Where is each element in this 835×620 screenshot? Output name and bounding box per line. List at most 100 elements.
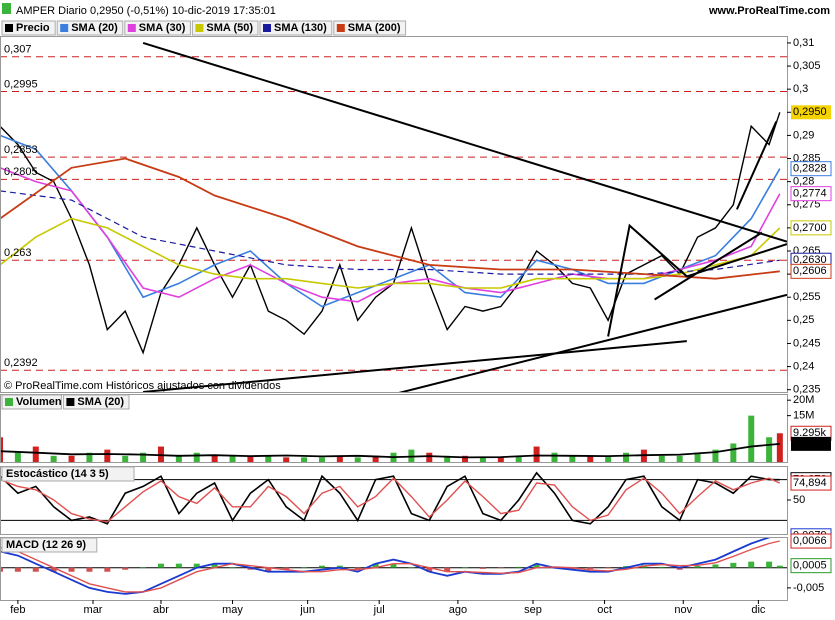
bar — [283, 457, 290, 462]
bar — [676, 567, 683, 570]
bar — [676, 455, 683, 462]
bar — [229, 455, 236, 462]
last-value-label: 0,2630 — [793, 254, 827, 266]
last-value-label: 0,2606 — [793, 265, 827, 277]
bar — [247, 455, 254, 462]
bar — [0, 567, 3, 572]
legend-box — [124, 20, 191, 36]
bar — [658, 566, 665, 568]
bar — [354, 567, 361, 570]
x-tick-label: ago — [449, 604, 467, 616]
legend-label: MACD (12 26 9) — [6, 539, 86, 551]
bar — [265, 455, 272, 462]
series-line — [0, 217, 781, 289]
x-tick-label: sep — [524, 604, 542, 616]
legend-label: Precio — [16, 22, 50, 34]
bar — [587, 567, 594, 570]
panel-frame — [0, 537, 788, 601]
y-tick-label: 15M — [793, 410, 814, 422]
series-line — [0, 157, 780, 280]
last-value-box — [791, 105, 831, 120]
bar — [694, 566, 701, 568]
bar — [140, 452, 147, 462]
bar — [32, 446, 39, 462]
bar — [497, 567, 504, 569]
panel — [0, 41, 787, 392]
y-tick-label: 0,255 — [793, 291, 821, 303]
legend-swatch — [336, 24, 345, 32]
legend-swatch — [263, 24, 271, 32]
last-value-box — [790, 186, 832, 202]
last-value-label: 0,0005 — [793, 560, 827, 572]
bar — [265, 567, 272, 572]
bar — [301, 457, 308, 462]
bar — [247, 567, 254, 570]
trendline — [142, 41, 787, 243]
x-tick-label: jun — [299, 604, 315, 616]
y-tick-label: 0,305 — [793, 60, 821, 72]
series-line — [0, 540, 780, 593]
last-value-box — [790, 558, 832, 574]
series-line — [0, 537, 778, 595]
series-line — [0, 134, 781, 308]
bar — [766, 437, 773, 462]
bar — [515, 455, 522, 462]
last-value-box — [790, 220, 832, 236]
legend-label: SMA (130) — [274, 22, 327, 34]
series-line — [0, 471, 780, 525]
level-label: 0,2392 — [4, 357, 38, 369]
bar — [569, 567, 576, 570]
bar — [372, 563, 379, 568]
y-tick-label: 0,31 — [793, 37, 814, 49]
bar — [104, 567, 111, 572]
bar — [104, 449, 111, 462]
bar — [497, 457, 504, 462]
level-label: 0,2995 — [4, 78, 38, 90]
legend-box — [1, 466, 135, 482]
y-tick-label: 0,275 — [793, 199, 821, 211]
legend-swatch — [5, 24, 13, 32]
y-tick-label: -0,005 — [793, 582, 824, 594]
bar — [390, 563, 397, 568]
bar — [86, 452, 93, 462]
bar — [50, 567, 57, 572]
bar — [462, 567, 469, 569]
y-tick-label: 0,3 — [793, 83, 808, 95]
bar — [211, 563, 218, 568]
bar — [776, 565, 783, 568]
last-value-label: 0,2774 — [793, 188, 827, 200]
bar — [408, 567, 415, 569]
bar — [68, 455, 75, 462]
last-value-box — [790, 533, 832, 549]
legend-label: SMA (50) — [206, 22, 253, 34]
bar — [211, 455, 218, 462]
bar — [157, 446, 164, 462]
last-value-label: 9.295k — [793, 427, 827, 439]
y-tick-label: 0,265 — [793, 245, 821, 257]
bar — [748, 415, 755, 462]
trendline — [398, 293, 787, 392]
last-value-label: 0,2700 — [793, 222, 827, 234]
y-tick-label: 0,25 — [793, 314, 814, 326]
bar — [140, 567, 147, 569]
legend-box — [259, 20, 333, 36]
series-line — [0, 477, 781, 523]
panel-frame — [0, 394, 788, 463]
x-tick-label: jul — [373, 604, 385, 616]
series-line — [0, 190, 780, 275]
bar — [426, 452, 433, 462]
bar — [175, 455, 182, 462]
legend-box — [191, 20, 259, 36]
legend-box — [333, 20, 407, 36]
bar — [712, 564, 719, 568]
bar — [68, 567, 75, 572]
legend-label: Estocástico (14 3 5) — [6, 468, 109, 480]
bar — [318, 565, 325, 568]
bar — [605, 567, 612, 569]
y-tick-label: 0,28 — [793, 176, 814, 188]
bar — [569, 455, 576, 462]
legend-label: Volumen — [16, 396, 62, 408]
bar — [122, 455, 129, 462]
y-tick-label: 50 — [793, 494, 805, 506]
legend-label: SMA (20) — [71, 22, 118, 34]
